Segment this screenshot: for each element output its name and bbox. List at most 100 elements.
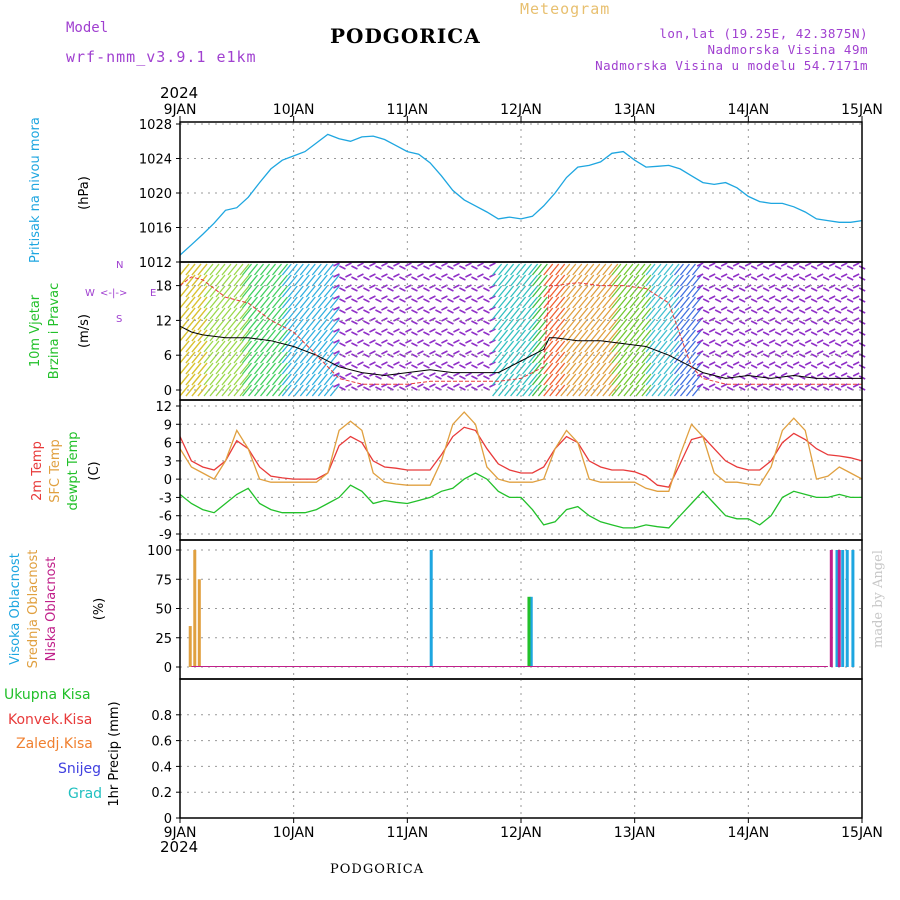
x-tick-label-top: 13JAN xyxy=(614,102,656,118)
wind-barb xyxy=(708,383,716,388)
wind-barb xyxy=(471,276,478,281)
wind-barb xyxy=(602,296,613,309)
wind-barb xyxy=(608,285,619,298)
wind-barb xyxy=(732,306,740,311)
wind-barb xyxy=(185,307,196,320)
wind-barb xyxy=(233,307,244,320)
wind-barb xyxy=(278,263,289,276)
wind-barb xyxy=(720,295,728,300)
wind-barb xyxy=(691,384,702,397)
wind-barb xyxy=(584,318,595,331)
wind-barb xyxy=(768,306,776,311)
wind-barb xyxy=(840,361,848,366)
wind-barb xyxy=(429,262,436,267)
wind-barb xyxy=(266,373,277,386)
wind-barb xyxy=(641,362,652,375)
wind-barb xyxy=(239,274,250,287)
wind-barb xyxy=(339,375,346,380)
wind-barb xyxy=(305,296,316,309)
wind-barb xyxy=(786,320,794,325)
wind-barb xyxy=(483,309,490,314)
cloud-bar xyxy=(197,579,201,667)
wind-barb xyxy=(299,307,310,320)
wind-barb xyxy=(221,329,232,342)
wind-barb xyxy=(840,339,848,344)
wind-barb xyxy=(233,318,244,331)
lonlat-label: lon,lat (19.25E, 42.3875N) xyxy=(659,26,868,41)
wind-barb xyxy=(657,329,668,342)
wind-barb xyxy=(537,307,548,320)
wind-barb xyxy=(828,383,836,388)
wind-barb xyxy=(281,274,292,287)
wind-barb xyxy=(762,342,770,347)
wind-barb xyxy=(191,318,202,331)
wind-barb xyxy=(657,296,668,309)
wind-barb xyxy=(215,351,226,364)
wind-barb xyxy=(732,350,740,355)
wind-barb xyxy=(339,265,346,270)
wind-barb xyxy=(357,306,364,311)
wind-barb xyxy=(242,285,253,298)
wind-barb xyxy=(423,287,430,292)
wind-barb xyxy=(590,263,601,276)
wind-barb xyxy=(531,351,542,364)
wind-barb xyxy=(305,274,316,287)
wind-barb xyxy=(498,318,509,331)
wind-barb xyxy=(673,362,684,375)
cloud-bar xyxy=(429,550,433,667)
wind-barb xyxy=(429,361,436,366)
wind-barb xyxy=(281,263,292,276)
wind-barb xyxy=(260,351,271,364)
y-tick-label: 0.6 xyxy=(151,735,172,750)
wind-barb xyxy=(191,362,202,375)
wind-barb xyxy=(399,331,406,336)
wind-barb xyxy=(287,307,298,320)
wind-barb xyxy=(260,318,271,331)
wind-barb xyxy=(179,307,190,320)
wind-barb xyxy=(804,339,812,344)
wind-barb xyxy=(278,373,289,386)
wind-barb xyxy=(549,285,560,298)
wind-barb xyxy=(215,373,226,386)
wind-barb xyxy=(726,265,734,270)
wind-barb xyxy=(498,274,509,287)
wind-barb xyxy=(720,361,728,366)
wind-barb xyxy=(185,296,196,309)
wind-barb xyxy=(510,318,521,331)
wind-barb xyxy=(840,350,848,355)
wind-barb xyxy=(726,386,734,391)
wind-barb xyxy=(774,364,782,369)
wind-barb xyxy=(221,263,232,276)
wind-barb xyxy=(465,317,472,322)
wind-barb xyxy=(185,318,196,331)
wind-barb xyxy=(215,263,226,276)
wind-barb xyxy=(492,285,503,298)
wind-barb xyxy=(708,328,716,333)
y-tick-label: 1012 xyxy=(139,256,172,271)
cloud-bar xyxy=(527,596,531,667)
y-tick-label: 18 xyxy=(155,280,172,295)
wind-barb xyxy=(750,364,758,369)
cloud-bar xyxy=(837,550,841,667)
wind-barb xyxy=(323,340,334,353)
wind-barb xyxy=(369,361,376,366)
wind-barb xyxy=(566,373,577,386)
wind-barb xyxy=(852,328,860,333)
wind-barb xyxy=(393,262,400,267)
wind-barb xyxy=(447,265,454,270)
wind-barb xyxy=(248,263,259,276)
wind-barb xyxy=(602,318,613,331)
wind-barb xyxy=(822,320,830,325)
wind-barb xyxy=(852,317,860,322)
wind-barb xyxy=(317,329,328,342)
wind-barb xyxy=(516,307,527,320)
wind-barb xyxy=(357,262,364,267)
y-tick-label: 100 xyxy=(147,544,172,559)
wind-barb xyxy=(417,295,424,300)
wind-barb xyxy=(333,328,340,333)
wind-barb xyxy=(471,287,478,292)
wind-barb xyxy=(641,329,652,342)
wind-barb xyxy=(357,350,364,355)
wind-barb xyxy=(209,285,220,298)
wind-barb xyxy=(504,329,515,342)
